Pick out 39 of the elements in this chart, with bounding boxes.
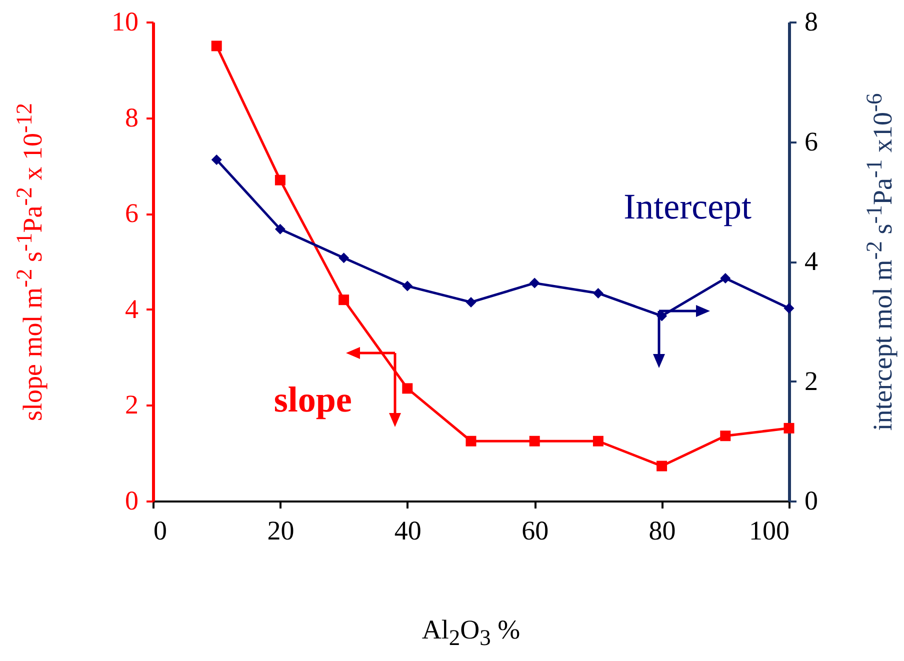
- point: [784, 302, 794, 314]
- y-tick-label: 4: [125, 294, 139, 324]
- y-tick-label: 6: [125, 198, 138, 228]
- y2-tick-label: 8: [804, 6, 818, 36]
- x-tick-label: 60: [522, 516, 549, 546]
- x-tick-label: 20: [267, 516, 294, 546]
- point: [338, 252, 350, 264]
- point: [274, 174, 286, 186]
- point: [592, 288, 604, 298]
- y2-tick-label: 0: [804, 486, 818, 516]
- point: [211, 40, 222, 52]
- y2-tick-label: 2: [804, 366, 818, 396]
- point: [466, 436, 476, 446]
- point: [720, 273, 731, 284]
- point: [656, 460, 668, 472]
- point: [211, 154, 222, 165]
- point: [784, 422, 794, 434]
- y2-tick-label: 4: [804, 246, 818, 276]
- point: [529, 436, 540, 446]
- x-tick-label: 40: [394, 516, 422, 546]
- point: [720, 430, 731, 442]
- series-label: Intercept: [624, 186, 752, 227]
- point: [338, 294, 350, 306]
- point: [592, 436, 604, 446]
- x-tick-label: 80: [648, 516, 676, 546]
- x-tick-label: 0: [154, 516, 167, 546]
- y2-tick-label: 6: [804, 126, 818, 156]
- y-tick-label: 0: [125, 486, 138, 516]
- x-axis-title: Al$_{2}$O$_{3}$ %: [422, 614, 520, 650]
- x-tick-label: 100: [749, 516, 790, 546]
- point: [274, 224, 286, 234]
- point: [402, 383, 413, 394]
- legend-label: slope: [274, 379, 352, 420]
- y-tick-label: 10: [112, 6, 138, 36]
- point: [529, 278, 540, 288]
- point: [402, 280, 413, 292]
- y-tick-label: 8: [125, 102, 138, 132]
- y-tick-label: 2: [125, 390, 138, 420]
- point: [466, 296, 476, 308]
